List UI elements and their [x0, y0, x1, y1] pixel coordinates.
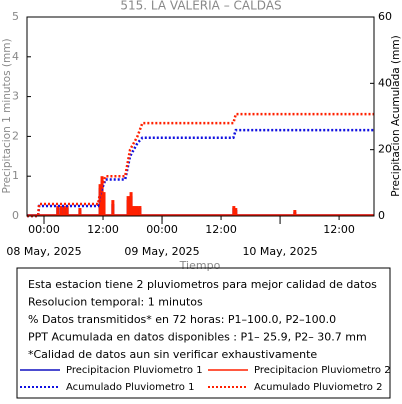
bar — [293, 210, 297, 216]
legend-label: Precipitacion Pluviometro 2 — [254, 365, 391, 376]
y2-tick-label: 20 — [378, 143, 392, 156]
bar — [98, 184, 102, 216]
y2-tick-label: 0 — [378, 209, 385, 222]
x-tick-label: 12:00 — [205, 223, 237, 236]
y2-axis-label: Precipitacion Acumulada (mm) — [390, 35, 402, 196]
bar — [111, 200, 115, 216]
y2-tick-label: 60 — [378, 10, 392, 23]
legend-label: Precipitacion Pluviometro 1 — [66, 365, 203, 376]
bar — [102, 192, 106, 216]
y-tick-label: 5 — [12, 10, 19, 23]
bar — [65, 206, 69, 216]
bar — [132, 206, 136, 216]
bar — [232, 206, 236, 216]
x-date-label: 09 May, 2025 — [124, 245, 199, 258]
bar — [56, 206, 60, 216]
bar — [100, 176, 104, 216]
accumulated-line — [27, 128, 374, 218]
y-tick-label: 1 — [12, 169, 19, 182]
bar — [135, 206, 139, 216]
bar — [126, 196, 130, 216]
info-box — [16, 267, 391, 399]
chart-title: 515. LA VALERIA – CALDAS — [120, 0, 281, 13]
info-line: Esta estacion tiene 2 pluviometros para … — [28, 278, 377, 291]
info-line: PPT Acumulada en datos disponibles : P1–… — [28, 331, 367, 344]
y-tick-label: 4 — [12, 50, 19, 63]
x-date-label: 08 May, 2025 — [6, 245, 81, 258]
y-tick-label: 2 — [12, 129, 19, 142]
x-tick-label: 00:00 — [146, 223, 178, 236]
bar — [234, 208, 238, 216]
legend-label: Acumulado Pluviometro 2 — [254, 382, 382, 393]
y-tick-label: 3 — [12, 90, 19, 103]
accumulated-line — [27, 112, 374, 218]
x-axis-label: Tiempo — [179, 259, 221, 272]
info-line: *Calidad de datos aun sin verificar exha… — [28, 348, 317, 361]
info-line: % Datos transmitidos* en 72 horas: P1–10… — [28, 313, 336, 326]
x-tick-label: 12:00 — [323, 223, 355, 236]
y2-tick-label: 40 — [378, 76, 392, 89]
plot-frame — [26, 16, 375, 217]
x-tick-label: 12:00 — [87, 223, 119, 236]
bar — [59, 206, 63, 216]
bar — [78, 208, 82, 216]
bar — [138, 206, 142, 216]
x-tick-label: 00:00 — [28, 223, 60, 236]
y-tick-label: 0 — [12, 209, 19, 222]
x-date-label: 10 May, 2025 — [242, 245, 317, 258]
bar — [62, 206, 66, 216]
bar — [129, 192, 133, 216]
legend-label: Acumulado Pluviometro 1 — [66, 382, 194, 393]
y-axis-label: Precipitacion 1 minutos (mm) — [1, 38, 13, 193]
info-line: Resolucion temporal: 1 minutos — [28, 296, 203, 309]
